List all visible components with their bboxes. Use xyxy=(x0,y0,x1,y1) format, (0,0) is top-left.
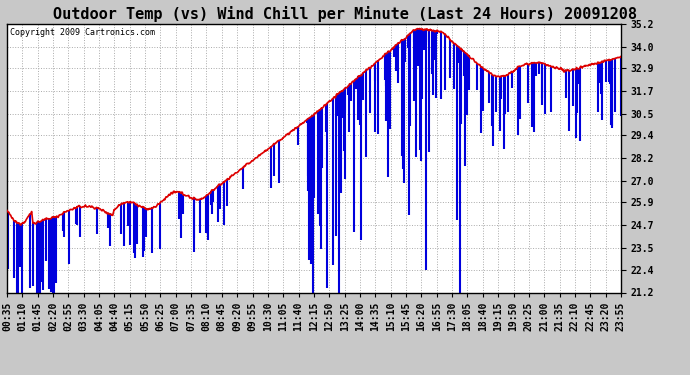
Text: Copyright 2009 Cartronics.com: Copyright 2009 Cartronics.com xyxy=(10,28,155,38)
Text: Outdoor Temp (vs) Wind Chill per Minute (Last 24 Hours) 20091208: Outdoor Temp (vs) Wind Chill per Minute … xyxy=(53,6,637,22)
